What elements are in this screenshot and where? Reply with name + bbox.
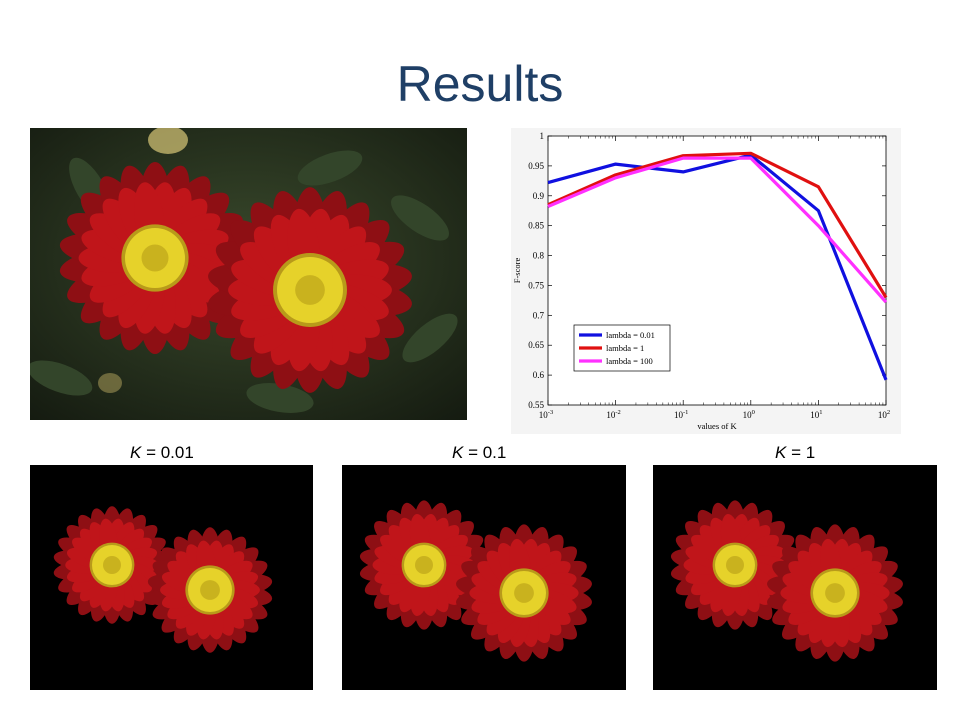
y-tick-label-8: 0.95 — [528, 161, 544, 171]
y-tick-label-0: 0.55 — [528, 400, 544, 410]
segment-label-k-1: K = 1 — [775, 443, 816, 462]
segmentation-result-k-1 — [653, 465, 937, 690]
y-tick-label-9: 1 — [540, 131, 545, 141]
seg2-flower-left — [359, 500, 489, 630]
original-flower-photo — [30, 128, 467, 420]
legend-label-1: lambda = 1 — [606, 343, 644, 353]
y-axis-label: F-score — [512, 258, 522, 284]
y-tick-label-1: 0.6 — [533, 370, 545, 380]
segmentation-result-k-0-1 — [342, 465, 626, 690]
flower-right — [208, 187, 412, 393]
x-tick-label-4: 101 — [810, 409, 822, 420]
y-tick-label-7: 0.9 — [533, 191, 545, 201]
x-tick-label-2: 10-1 — [674, 409, 688, 420]
series-line-1 — [547, 151, 888, 299]
segment-label-k-0-01: K = 0.01 — [130, 443, 194, 462]
seg2-flower-right — [456, 524, 592, 662]
seg1-flower-right — [147, 527, 273, 653]
x-tick-label-1: 10-2 — [606, 409, 620, 420]
x-tick-label-0: 10-3 — [539, 409, 553, 420]
slide-title: Results — [396, 56, 564, 112]
legend-label-2: lambda = 100 — [606, 356, 653, 366]
segment-label-k-0-1: K = 0.1 — [452, 443, 507, 462]
series-line-2 — [547, 156, 888, 304]
legend-label-0: lambda = 0.01 — [606, 330, 655, 340]
y-tick-label-2: 0.65 — [528, 340, 544, 350]
y-tick-label-4: 0.75 — [528, 280, 544, 290]
x-axis-label: values of K — [697, 421, 737, 431]
segmentation-result-k-0-01 — [30, 465, 313, 690]
seg1-flower-left — [53, 506, 171, 624]
seg3-flower-right — [767, 524, 903, 662]
y-tick-label-3: 0.7 — [533, 310, 545, 320]
x-tick-label-5: 102 — [878, 409, 890, 420]
fscore-chart: 0.55 0.6 0.65 0.7 0.75 0.8 0.85 0.9 0.95 1 10-3 10-… — [511, 128, 901, 434]
x-tick-label-3: 100 — [743, 409, 755, 420]
y-tick-label-6: 0.85 — [528, 221, 544, 231]
y-tick-label-5: 0.8 — [533, 251, 545, 261]
